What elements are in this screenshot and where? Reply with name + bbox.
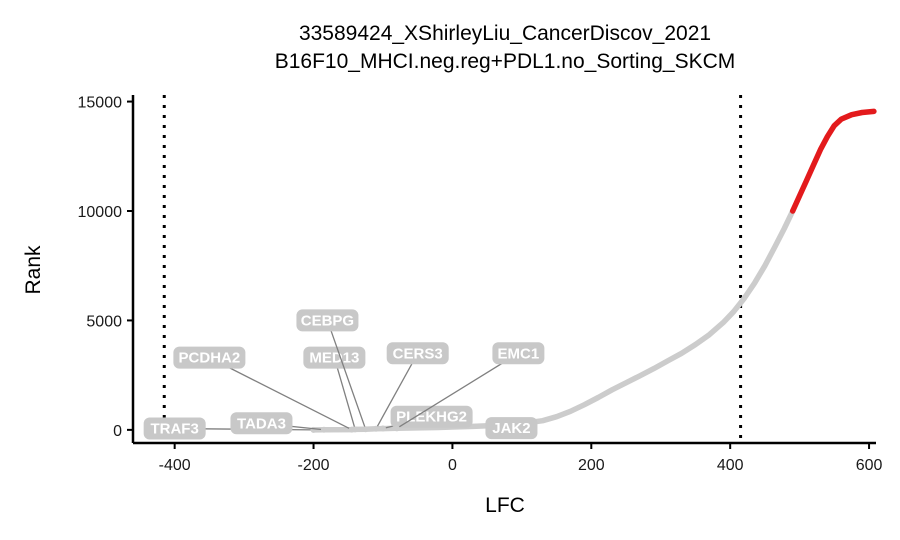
labeled-point (379, 425, 386, 432)
labeled-point (320, 426, 327, 433)
gene-label-emc1: EMC1 (498, 345, 540, 362)
axes: -400 -200 0 200 400 600 0 5000 10000 15000 (78, 95, 883, 474)
gene-label-plekhg2: PLEKHG2 (396, 409, 467, 426)
x-tick-label: 600 (856, 457, 883, 474)
y-tick-label: 5000 (86, 313, 122, 330)
label-connector (375, 352, 419, 430)
gene-label-pcdha2: PCDHA2 (179, 350, 241, 367)
y-tick-label: 10000 (78, 204, 123, 221)
y-tick-label: 0 (113, 423, 122, 440)
chart-title-line-2: B16F10_MHCI.neg.reg+PDL1.no_Sorting_SKCM (275, 50, 736, 73)
series-normal-curve (310, 208, 796, 433)
gene-label-jak2: JAK2 (492, 420, 530, 437)
gene-label-traf3: TRAF3 (150, 421, 198, 438)
series-highlight-curve (789, 108, 877, 214)
y-tick-label: 15000 (78, 95, 123, 112)
y-axis-title: Rank (22, 245, 45, 295)
x-tick-label: 400 (717, 457, 744, 474)
gene-label-box (296, 309, 359, 332)
gene-label-box (492, 342, 545, 365)
x-tick-label: -200 (298, 457, 330, 474)
gene-label-box (485, 417, 538, 440)
gene-labels: TRAF3 TADA3 PCDHA2 MED13 CEBPG CERS3 PLEKHG2 EM… (143, 309, 545, 440)
threshold-lines (162, 95, 743, 443)
labeled-point (373, 425, 380, 432)
gene-label-med13: MED13 (309, 350, 359, 367)
gene-label-box (390, 405, 473, 428)
data-points (310, 108, 877, 433)
gene-label-box (143, 417, 206, 440)
label-connector (209, 357, 353, 431)
gene-label-box (173, 346, 246, 369)
label-connector (326, 320, 367, 430)
x-tick-label: -400 (159, 457, 191, 474)
label-connector (396, 352, 519, 429)
x-tick-label: 0 (448, 457, 457, 474)
gene-label-cers3: CERS3 (393, 345, 443, 362)
chart-title-line-1: 33589424_XShirleyLiu_CancerDiscov_2021 (299, 22, 711, 45)
gene-label-tada3: TADA3 (237, 415, 286, 432)
labeled-point (352, 426, 359, 433)
gene-label-box (386, 342, 449, 365)
labeled-point (362, 426, 369, 433)
labeled-point (310, 426, 317, 433)
x-axis-title: LFC (485, 494, 525, 517)
gene-label-box (230, 412, 293, 435)
x-tick-label: 200 (578, 457, 605, 474)
labeled-point (393, 425, 400, 432)
gene-label-cebpg: CEBPG (301, 312, 354, 329)
gene-label-box (303, 346, 366, 369)
label-connector (333, 357, 356, 430)
